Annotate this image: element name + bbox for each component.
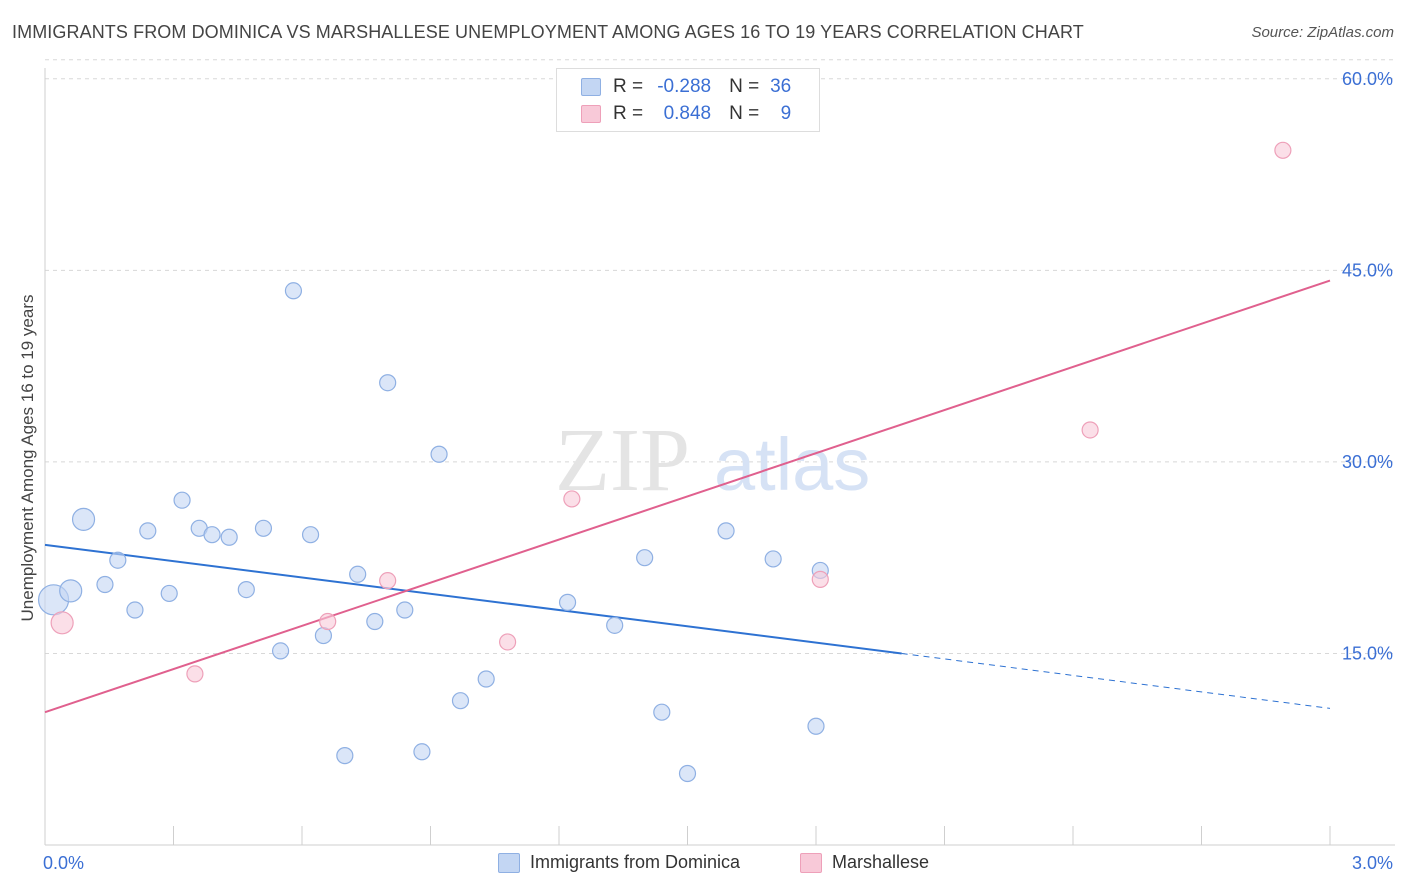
bottom-legend-swatch-pink bbox=[800, 852, 822, 873]
legend-r-label: R = bbox=[613, 76, 644, 97]
x-tick-label-right: 3.0% bbox=[1352, 853, 1393, 873]
point-dominica bbox=[653, 703, 671, 721]
bottom-legend-marshallese: Marshallese bbox=[800, 852, 929, 873]
watermark-atlas: atlas bbox=[714, 423, 870, 506]
bottom-legend-label-dominica: Immigrants from Dominica bbox=[530, 852, 741, 872]
y-axis-title: Unemployment Among Ages 16 to 19 years bbox=[18, 294, 37, 622]
bottom-legend-dominica: Immigrants from Dominica bbox=[498, 852, 740, 873]
point-dominica bbox=[173, 491, 191, 509]
point-dominica bbox=[636, 549, 654, 567]
point-dominica bbox=[203, 526, 221, 544]
legend-n-value: 36 bbox=[770, 76, 792, 97]
point-marshallese bbox=[50, 611, 74, 635]
point-dominica bbox=[396, 601, 414, 619]
point-dominica bbox=[430, 445, 448, 463]
point-dominica bbox=[109, 551, 127, 569]
point-dominica bbox=[237, 580, 255, 599]
legend-row-marshallese: R = 0.848 N = 9 bbox=[581, 102, 791, 126]
bottom-legend-label-marshallese: Marshallese bbox=[832, 852, 930, 872]
legend-swatch-blue bbox=[581, 78, 601, 96]
point-dominica bbox=[336, 747, 354, 765]
point-dominica bbox=[301, 526, 320, 544]
axes bbox=[44, 68, 1395, 846]
y-tick-label: 45.0% bbox=[1342, 260, 1393, 280]
y-tick-label: 60.0% bbox=[1342, 69, 1393, 89]
point-dominica bbox=[413, 743, 431, 761]
point-dominica bbox=[271, 642, 290, 660]
watermark: ZIP atlas bbox=[555, 411, 870, 510]
point-dominica bbox=[558, 593, 577, 611]
point-dominica bbox=[678, 764, 697, 783]
point-dominica bbox=[160, 584, 178, 603]
point-marshallese bbox=[1081, 421, 1099, 439]
point-dominica bbox=[126, 601, 144, 619]
point-marshallese bbox=[379, 572, 397, 590]
legend-row-dominica: R = -0.288 N = 36 bbox=[581, 75, 791, 99]
point-marshallese bbox=[811, 570, 829, 588]
legend-r-value: 0.848 bbox=[663, 103, 712, 124]
y-tick-label: 15.0% bbox=[1342, 643, 1393, 663]
trend-line-marshallese bbox=[44, 279, 1331, 714]
legend-n-label: N = bbox=[729, 76, 760, 97]
point-marshallese bbox=[319, 612, 337, 631]
chart-title: IMMIGRANTS FROM DOMINICA VS MARSHALLESE … bbox=[12, 22, 1084, 42]
point-dominica bbox=[59, 579, 83, 603]
legend-r-label: R = bbox=[613, 103, 644, 124]
point-dominica bbox=[349, 565, 367, 583]
point-dominica bbox=[254, 519, 273, 537]
correlation-legend: R = -0.288 N = 36 R = 0.848 N = 9 bbox=[556, 68, 820, 132]
legend-n-label: N = bbox=[729, 103, 760, 124]
data-points bbox=[37, 141, 1292, 783]
point-dominica bbox=[220, 528, 238, 546]
point-marshallese bbox=[1274, 141, 1292, 159]
legend-n-value: 9 bbox=[780, 103, 792, 124]
point-dominica bbox=[366, 612, 384, 631]
point-dominica bbox=[71, 507, 96, 531]
trend-lines bbox=[44, 279, 1331, 714]
legend-swatch-pink bbox=[581, 105, 601, 123]
x-tick-label-left: 0.0% bbox=[43, 853, 84, 873]
point-marshallese bbox=[499, 633, 517, 651]
grid-lines bbox=[45, 59, 1395, 654]
point-dominica bbox=[96, 575, 114, 594]
point-marshallese bbox=[186, 665, 204, 683]
point-dominica bbox=[379, 374, 397, 392]
point-dominica bbox=[284, 282, 303, 300]
point-dominica bbox=[139, 522, 157, 540]
legend-r-value: -0.288 bbox=[657, 76, 712, 97]
trend-line-dominica bbox=[44, 543, 902, 655]
point-dominica bbox=[807, 717, 825, 735]
point-dominica bbox=[717, 522, 735, 540]
y-tick-label: 30.0% bbox=[1342, 452, 1393, 472]
trend-line-dominica-extension bbox=[901, 652, 1331, 709]
bottom-legend-swatch-blue bbox=[498, 852, 520, 873]
source-label: Source: ZipAtlas.com bbox=[1251, 24, 1394, 41]
point-dominica bbox=[764, 550, 782, 568]
point-dominica bbox=[477, 670, 495, 688]
point-dominica bbox=[606, 616, 624, 634]
tick-labels: 15.0% 30.0% 45.0% 60.0% 0.0% 3.0% bbox=[43, 69, 1393, 873]
point-dominica bbox=[451, 692, 470, 710]
point-marshallese bbox=[563, 490, 581, 508]
